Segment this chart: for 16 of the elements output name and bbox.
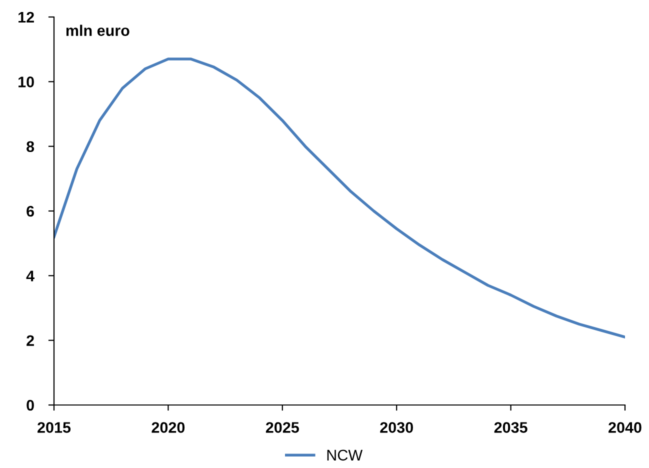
y-tick-label: 12 bbox=[18, 12, 34, 23]
y-tick-label: 0 bbox=[26, 400, 34, 411]
legend-label: NCW bbox=[327, 450, 363, 461]
line-series bbox=[54, 58, 625, 338]
x-tick-label: 2015 bbox=[38, 422, 71, 433]
x-tick-label: 2035 bbox=[494, 422, 528, 433]
x-tick-label: 2030 bbox=[380, 422, 413, 433]
y-tick-label: 8 bbox=[26, 141, 34, 152]
y-tick-label: 2 bbox=[26, 335, 34, 346]
y-axis-title: mln euro bbox=[66, 24, 130, 36]
y-tick-label: 6 bbox=[26, 206, 34, 217]
x-tick-label: 2040 bbox=[608, 422, 642, 433]
x-tick-label: 2020 bbox=[152, 422, 185, 433]
x-tick-label: 2025 bbox=[266, 422, 299, 433]
y-tick-label: 4 bbox=[26, 270, 34, 282]
y-tick-label: 10 bbox=[18, 76, 34, 88]
